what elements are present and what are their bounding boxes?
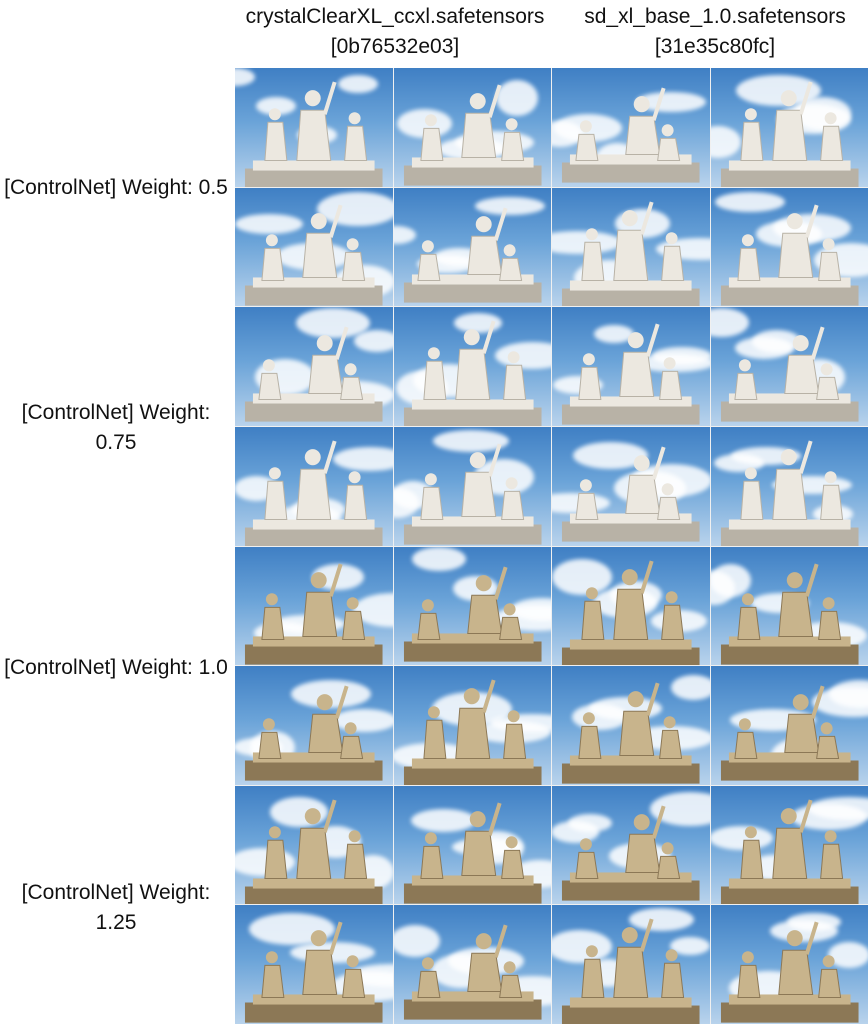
statue-figure	[552, 905, 710, 1024]
generated-image	[394, 68, 552, 187]
generated-image	[394, 547, 552, 666]
statue-figure	[711, 786, 868, 905]
generated-image	[711, 905, 868, 1024]
statue-figure	[394, 786, 552, 905]
statue-figure	[235, 307, 393, 426]
generated-image	[711, 307, 868, 426]
generated-image	[394, 786, 552, 905]
generated-image	[552, 547, 710, 666]
row-label-weight-0-5: [ControlNet] Weight: 0.5	[0, 68, 240, 308]
statue-figure	[711, 188, 868, 307]
generated-image	[235, 905, 393, 1024]
generated-image	[235, 786, 393, 905]
generated-image	[711, 188, 868, 307]
column-model-hash: [0b76532e03]	[235, 32, 555, 62]
statue-figure	[711, 307, 868, 426]
generated-image	[235, 666, 393, 785]
statue-figure	[394, 666, 552, 785]
image-grid	[235, 68, 868, 1024]
statue-figure	[394, 427, 552, 546]
statue-figure	[394, 307, 552, 426]
statue-figure	[394, 905, 552, 1024]
statue-figure	[394, 547, 552, 666]
row-label-value: 1.25	[96, 908, 137, 938]
statue-figure	[235, 905, 393, 1024]
row-label-value: 0.75	[96, 428, 137, 458]
generated-image	[235, 547, 393, 666]
statue-figure	[552, 188, 710, 307]
generated-image	[711, 68, 868, 187]
generated-image	[235, 307, 393, 426]
row-label-weight-1-0: [ControlNet] Weight: 1.0	[0, 548, 240, 788]
statue-figure	[394, 188, 552, 307]
column-model-name: crystalClearXL_ccxl.safetensors	[235, 2, 555, 32]
row-label-weight-0-75: [ControlNet] Weight: 0.75	[0, 308, 232, 548]
generated-image	[552, 68, 710, 187]
generated-image	[711, 666, 868, 785]
row-label-weight-1-25: [ControlNet] Weight: 1.25	[0, 788, 232, 1028]
row-label-text: [ControlNet] Weight:	[22, 878, 211, 908]
statue-figure	[711, 666, 868, 785]
statue-figure	[235, 427, 393, 546]
statue-figure	[552, 307, 710, 426]
generated-image	[394, 307, 552, 426]
generated-image	[552, 427, 710, 546]
statue-figure	[711, 427, 868, 546]
statue-figure	[711, 547, 868, 666]
statue-figure	[235, 68, 393, 187]
column-header-sdxl-base: sd_xl_base_1.0.safetensors [31e35c80fc]	[555, 2, 868, 62]
statue-figure	[235, 666, 393, 785]
generated-image	[552, 786, 710, 905]
statue-figure	[552, 68, 710, 187]
generated-image	[394, 666, 552, 785]
row-label-text: [ControlNet] Weight: 1.0	[4, 653, 228, 683]
generated-image	[552, 307, 710, 426]
statue-figure	[552, 547, 710, 666]
generated-image	[711, 547, 868, 666]
statue-figure	[552, 786, 710, 905]
generated-image	[235, 68, 393, 187]
statue-figure	[235, 188, 393, 307]
statue-figure	[235, 786, 393, 905]
generated-image	[394, 905, 552, 1024]
column-header-crystalclearxl: crystalClearXL_ccxl.safetensors [0b76532…	[235, 2, 555, 62]
statue-figure	[711, 905, 868, 1024]
row-label-text: [ControlNet] Weight: 0.5	[4, 173, 228, 203]
statue-figure	[552, 666, 710, 785]
generated-image	[552, 188, 710, 307]
generated-image	[552, 905, 710, 1024]
generated-image	[552, 666, 710, 785]
statue-figure	[235, 547, 393, 666]
statue-figure	[394, 68, 552, 187]
generated-image	[394, 188, 552, 307]
generated-image	[394, 427, 552, 546]
column-model-hash: [31e35c80fc]	[555, 32, 868, 62]
generated-image	[235, 427, 393, 546]
row-label-text: [ControlNet] Weight:	[22, 398, 211, 428]
generated-image	[711, 427, 868, 546]
column-model-name: sd_xl_base_1.0.safetensors	[555, 2, 868, 32]
statue-figure	[711, 68, 868, 187]
generated-image	[235, 188, 393, 307]
statue-figure	[552, 427, 710, 546]
generated-image	[711, 786, 868, 905]
